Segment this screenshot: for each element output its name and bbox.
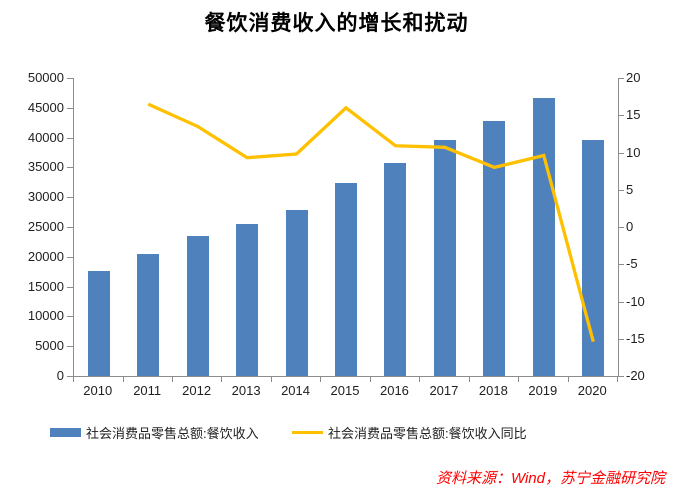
x-axis-label-2010: 2010 [83,383,113,398]
x-axis-tick [270,377,272,382]
x-axis-label-2014: 2014 [281,383,310,398]
x-axis-label-2016: 2016 [379,383,409,398]
y-axis-left-tick-label: 35000 [27,159,64,175]
y-axis-left-tick-label: 50000 [27,70,64,85]
y-axis-left-tick-label: 30000 [27,189,64,205]
y-axis-right-tick-label: 10 [626,144,641,160]
bar-2012 [186,236,209,376]
y-axis-right-tick-label: 5 [626,181,634,197]
y-axis-right-tick [618,115,624,117]
y-axis-left-tick [67,376,73,377]
bar-2015 [335,183,357,376]
x-axis-tick [419,377,421,382]
x-axis-label-2015: 2015 [330,383,360,398]
y-axis-left-tick [67,197,73,199]
y-axis-left-tick-label: 10000 [27,308,64,324]
y-axis-right-tick [618,264,624,266]
legend-item-yoy: 社会消费品零售总额:餐饮收入同比 [292,423,527,442]
y-axis-left-tick-label: 20000 [27,248,64,264]
y-axis-right-tick-label: -15 [626,330,645,346]
x-axis-label-2018: 2018 [478,383,508,398]
x-axis-tick [369,377,371,382]
x-axis-tick [567,377,569,382]
bar-2011 [137,253,160,376]
y-axis-right-tick-label: -10 [626,293,645,309]
x-axis-label-2020: 2020 [577,383,607,398]
bar-swatch-icon [50,428,81,437]
y-axis-left-tick-label: 40000 [27,129,64,145]
x-axis-tick [518,377,520,382]
y-axis-left-tick [67,137,73,139]
x-axis-tick [320,377,322,382]
y-axis-right-tick [618,189,624,191]
x-axis-tick [468,377,470,382]
y-axis-left-tick [67,227,73,228]
line-series-layer [147,102,595,343]
bar-2018 [483,121,506,376]
y-axis-right-tick-label: 15 [626,107,641,123]
y-axis-left-tick [67,286,73,288]
x-axis-label-2013: 2013 [231,383,261,398]
legend-item-revenue: 社会消费品零售总额:餐饮收入 [50,423,259,442]
y-axis-left-tick-label: 0 [56,368,64,383]
y-axis-right-tick [618,78,624,79]
y-axis-left-tick-label: 45000 [27,99,64,115]
bar-2019 [532,97,555,376]
yoy-line [147,102,595,343]
y-axis-right-tick [618,338,624,340]
x-axis-label-2017: 2017 [429,383,459,398]
bar-2017 [433,139,456,376]
bar-series-layer [74,78,618,376]
x-axis-tick [171,377,173,382]
y-axis-left-tick [67,316,73,318]
y-axis-right-tick [618,376,624,377]
y-axis-left-tick [67,167,73,169]
y-axis-right-tick [618,227,624,228]
x-axis-label-2019: 2019 [528,383,558,398]
x-axis-label-2011: 2011 [133,383,162,398]
x-axis-tick [221,377,223,382]
x-axis-tick [617,377,618,382]
legend-label-yoy: 社会消费品零售总额:餐饮收入同比 [328,426,527,441]
x-axis-tick [122,377,124,382]
y-axis-right-tick-label: 20 [626,70,641,85]
y-axis-right-tick-label: 0 [626,219,634,234]
line-swatch-icon [292,431,323,434]
y-axis-left-tick [67,256,73,258]
x-axis-tick [73,377,74,382]
x-axis-label-2012: 2012 [182,383,212,398]
y-axis-right-tick [618,301,624,303]
bar-2013 [236,223,259,376]
bar-2016 [384,162,407,376]
bar-2014 [285,210,308,376]
y-axis-left-tick [67,78,73,79]
chart-title: 餐饮消费收入的增长和扰动 [204,12,469,35]
y-axis-left-tick [67,107,73,109]
y-axis-right-tick-label: -5 [626,256,638,272]
source-note: 资料来源：Wind，苏宁金融研究院 [435,470,665,487]
bar-2010 [87,270,110,376]
y-axis-right-tick-label: -20 [626,368,645,383]
y-axis-left-tick-label: 25000 [27,219,64,234]
legend-label-revenue: 社会消费品零售总额:餐饮收入 [86,426,259,441]
y-axis-right-tick [618,152,624,154]
y-axis-left-tick-label: 5000 [35,338,64,354]
y-axis-left-tick-label: 15000 [27,278,64,294]
plot-area [73,78,619,377]
y-axis-left-tick [67,346,73,348]
